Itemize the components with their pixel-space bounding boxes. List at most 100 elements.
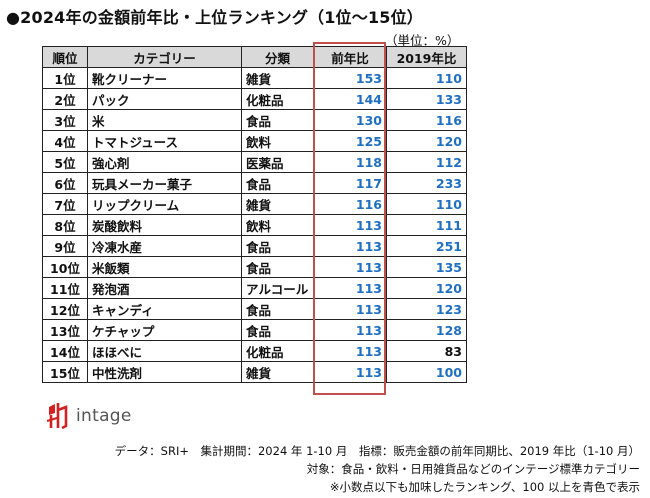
cell-rank: 13位 xyxy=(42,319,88,341)
cell-category: 発泡酒 xyxy=(87,277,242,299)
cell-category: トマトジュース xyxy=(87,130,242,152)
cell-yoy: 113 xyxy=(313,256,387,278)
cell-yoy: 113 xyxy=(313,340,387,362)
header-vs2019: 2019年比 xyxy=(386,46,467,68)
cell-type: 雑貨 xyxy=(241,67,314,89)
cell-rank: 4位 xyxy=(42,130,88,152)
ranking-table: 順位 カテゴリー 分類 前年比 2019年比 1位 靴クリーナー 雑貨 153 110 2… xyxy=(42,46,467,383)
table-row: 6位 玩具メーカー菓子 食品 117 233 xyxy=(42,172,467,194)
table-row: 15位 中性洗剤 雑貨 113 100 xyxy=(42,361,467,383)
cell-category: パック xyxy=(87,88,242,110)
table-row: 2位 パック 化粧品 144 133 xyxy=(42,88,467,110)
cell-vs2019: 120 xyxy=(386,130,467,152)
cell-yoy: 113 xyxy=(313,235,387,257)
cell-vs2019: 110 xyxy=(386,193,467,215)
table-row: 4位 トマトジュース 飲料 125 120 xyxy=(42,130,467,152)
cell-rank: 14位 xyxy=(42,340,88,362)
cell-category: キャンディ xyxy=(87,298,242,320)
cell-type: アルコール xyxy=(241,277,314,299)
cell-type: 化粧品 xyxy=(241,340,314,362)
table-row: 11位 発泡酒 アルコール 113 120 xyxy=(42,277,467,299)
cell-vs2019: 110 xyxy=(386,67,467,89)
cell-vs2019: 123 xyxy=(386,298,467,320)
table-row: 3位米食品 130 116 xyxy=(42,109,467,131)
cell-category: 玩具メーカー菓子 xyxy=(87,172,242,194)
table-row: 12位 キャンディ 食品 113 123 xyxy=(42,298,467,320)
cell-rank: 8位 xyxy=(42,214,88,236)
table-row: 9位 冷凍水産 食品 113 251 xyxy=(42,235,467,257)
cell-yoy: 125 xyxy=(313,130,387,152)
cell-yoy: 116 xyxy=(313,193,387,215)
cell-vs2019: 128 xyxy=(386,319,467,341)
cell-yoy: 144 xyxy=(313,88,387,110)
cell-type: 食品 xyxy=(241,109,314,131)
cell-yoy: 117 xyxy=(313,172,387,194)
footnote-target: 対象：食品・飲料・日用雑貨品などのインテージ標準カテゴリー xyxy=(306,462,640,476)
header-category: カテゴリー xyxy=(87,46,242,68)
cell-category: 冷凍水産 xyxy=(87,235,242,257)
intage-logo: intage xyxy=(46,401,132,431)
cell-yoy: 113 xyxy=(313,319,387,341)
table-row: 8位 炭酸飲料 飲料 113 111 xyxy=(42,214,467,236)
cell-type: 飲料 xyxy=(241,130,314,152)
cell-rank: 12位 xyxy=(42,298,88,320)
cell-yoy: 118 xyxy=(313,151,387,173)
cell-category: 靴クリーナー xyxy=(87,67,242,89)
cell-vs2019: 100 xyxy=(386,361,467,383)
cell-rank: 11位 xyxy=(42,277,88,299)
table-row: 1位 靴クリーナー 雑貨 153 110 xyxy=(42,67,467,89)
cell-category: ほほべに xyxy=(87,340,242,362)
table-row: 13位 ケチャップ 食品 113 128 xyxy=(42,319,467,341)
page-title: ●2024年の金額前年比・上位ランキング（1位～15位） xyxy=(6,8,424,27)
intage-logo-text: intage xyxy=(76,406,132,426)
table-row: 10位 米飯類 食品 113 135 xyxy=(42,256,467,278)
table-header-row: 順位 カテゴリー 分類 前年比 2019年比 xyxy=(42,46,467,68)
cell-yoy: 113 xyxy=(313,277,387,299)
cell-vs2019: 233 xyxy=(386,172,467,194)
cell-rank: 10位 xyxy=(42,256,88,278)
cell-rank: 15位 xyxy=(42,361,88,383)
cell-type: 雑貨 xyxy=(241,361,314,383)
cell-rank: 1位 xyxy=(42,67,88,89)
cell-rank: 3位 xyxy=(42,109,88,131)
footnote-note: ※小数点以下も加味したランキング、100 以上を青色で表示 xyxy=(329,480,640,494)
cell-category: 米飯類 xyxy=(87,256,242,278)
unit-label: （単位：%） xyxy=(385,33,460,48)
table-row: 5位 強心剤 医薬品 118 112 xyxy=(42,151,467,173)
table-row: 7位 リップクリーム 雑貨 116 110 xyxy=(42,193,467,215)
cell-yoy: 113 xyxy=(313,361,387,383)
cell-yoy: 153 xyxy=(313,67,387,89)
cell-category: ケチャップ xyxy=(87,319,242,341)
cell-category: 中性洗剤 xyxy=(87,361,242,383)
table-row: 14位 ほほべに 化粧品 113 83 xyxy=(42,340,467,362)
cell-yoy: 113 xyxy=(313,298,387,320)
cell-vs2019: 135 xyxy=(386,256,467,278)
cell-vs2019: 120 xyxy=(386,277,467,299)
cell-type: 雑貨 xyxy=(241,193,314,215)
cell-vs2019: 111 xyxy=(386,214,467,236)
cell-type: 食品 xyxy=(241,256,314,278)
intage-logo-icon xyxy=(46,403,68,430)
cell-yoy: 113 xyxy=(313,214,387,236)
cell-vs2019: 112 xyxy=(386,151,467,173)
cell-category: 強心剤 xyxy=(87,151,242,173)
header-yoy: 前年比 xyxy=(313,46,387,68)
cell-rank: 6位 xyxy=(42,172,88,194)
table-body: 1位 靴クリーナー 雑貨 153 110 2位 パック 化粧品 144 133 3位米食品 130 11… xyxy=(42,67,467,383)
cell-rank: 2位 xyxy=(42,88,88,110)
cell-category: リップクリーム xyxy=(87,193,242,215)
cell-rank: 7位 xyxy=(42,193,88,215)
cell-type: 医薬品 xyxy=(241,151,314,173)
cell-category: 米 xyxy=(87,109,242,131)
cell-vs2019: 83 xyxy=(386,340,467,362)
cell-type: 化粧品 xyxy=(241,88,314,110)
cell-vs2019: 133 xyxy=(386,88,467,110)
cell-type: 食品 xyxy=(241,298,314,320)
cell-type: 食品 xyxy=(241,172,314,194)
cell-category: 炭酸飲料 xyxy=(87,214,242,236)
cell-vs2019: 116 xyxy=(386,109,467,131)
footnote-source: データ：SRI+ 集計期間：2024 年 1-10 月 指標：販売金額の前年同期… xyxy=(114,444,640,458)
cell-rank: 9位 xyxy=(42,235,88,257)
cell-type: 食品 xyxy=(241,319,314,341)
header-rank: 順位 xyxy=(42,46,88,68)
